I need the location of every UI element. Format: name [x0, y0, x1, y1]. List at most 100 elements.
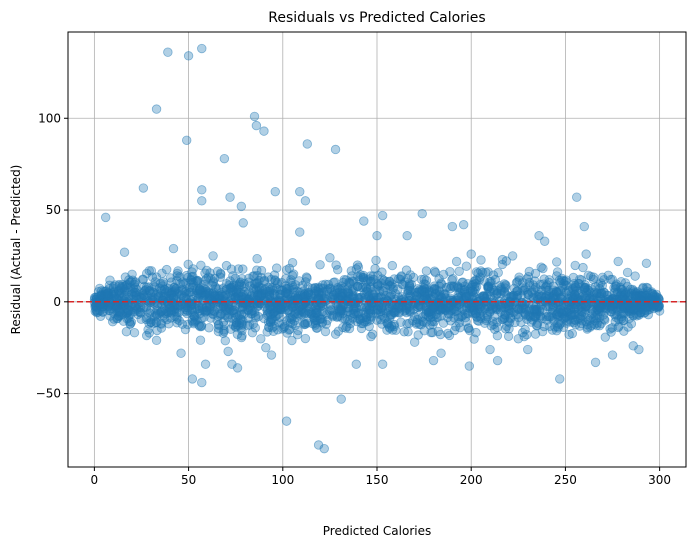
scatter-point [320, 326, 331, 337]
scatter-point [237, 274, 247, 284]
scatter-point [497, 254, 508, 265]
scatter-point [352, 281, 363, 291]
scatter-point [614, 314, 624, 325]
scatter-point [300, 277, 311, 287]
scatter-point [403, 327, 413, 337]
scatter-point [238, 218, 248, 228]
scatter-point [288, 283, 299, 293]
scatter-point [555, 374, 565, 384]
scatter-point [259, 126, 269, 136]
scatter-point [256, 334, 266, 344]
scatter-point [302, 139, 312, 149]
y-tick-label: 0 [53, 295, 61, 309]
scatter-point [648, 291, 658, 302]
scatter-point [581, 249, 591, 259]
y-tick-label: −50 [36, 387, 61, 401]
scatter-point [165, 273, 176, 283]
scatter-point [428, 304, 438, 314]
scatter-point [451, 256, 462, 267]
scatter-point [176, 290, 187, 300]
scatter-point [163, 47, 173, 57]
scatter-point [196, 320, 207, 331]
scatter-point [227, 285, 238, 295]
scatter-point [389, 307, 400, 317]
scatter-point [121, 327, 132, 337]
scatter-point [386, 289, 397, 300]
scatter-point [613, 256, 623, 267]
scatter-point [571, 315, 581, 326]
x-tick-label: 0 [91, 473, 99, 487]
scatter-point [248, 271, 258, 281]
scatter-point [176, 348, 186, 358]
scatter-point [485, 344, 495, 355]
scatter-point [572, 192, 582, 202]
scatter-point [351, 359, 361, 369]
scatter-point [272, 263, 282, 273]
scatter-point [322, 286, 332, 296]
x-tick-label: 300 [648, 473, 671, 487]
x-tick-label: 50 [181, 473, 196, 487]
scatter-point [166, 306, 177, 316]
y-axis-label: Residual (Actual - Predicted) [9, 165, 23, 335]
scatter-point [570, 260, 580, 271]
scatter-point [580, 307, 590, 318]
scatter-point [628, 286, 639, 296]
scatter-point [607, 274, 618, 285]
scatter-point [619, 326, 629, 336]
scatter-point [339, 275, 350, 285]
scatter-point [443, 302, 454, 312]
scatter-point [524, 277, 535, 288]
scatter-point [194, 284, 205, 295]
scatter-point [570, 280, 580, 291]
scatter-point [195, 335, 206, 345]
scatter-point [337, 288, 348, 298]
scatter-point [338, 322, 348, 333]
scatter-point [340, 314, 350, 324]
scatter-point [471, 308, 481, 318]
scatter-point [501, 321, 512, 331]
scatter-point [348, 308, 359, 318]
scatter-point [523, 344, 533, 355]
scatter-point [142, 313, 152, 323]
scatter-point [204, 323, 214, 333]
scatter-point [352, 260, 363, 270]
scatter-point [579, 221, 589, 232]
scatter-point [315, 260, 325, 270]
scatter-point [520, 324, 530, 335]
scatter-point [464, 361, 475, 371]
scatter-point [600, 332, 611, 342]
scatter-point [197, 185, 207, 195]
scatter-point [169, 282, 179, 293]
scatter-point [187, 374, 198, 384]
scatter-point [447, 221, 458, 232]
scatter-point [195, 309, 205, 319]
scatter-point [538, 279, 549, 289]
scatter-point [453, 295, 463, 305]
scatter-point [405, 290, 415, 300]
x-tick-label: 150 [366, 473, 389, 487]
scatter-point [405, 307, 415, 317]
scatter-point [281, 265, 292, 275]
scatter-point [300, 333, 311, 344]
scatter-point [464, 298, 474, 308]
scatter-point [500, 309, 510, 320]
scatter-point [299, 308, 310, 319]
scatter-point [438, 269, 449, 280]
scatter-point [330, 329, 341, 339]
scatter-point [445, 283, 456, 294]
scatter-point [468, 286, 478, 296]
scatter-point [433, 326, 444, 337]
scatter-point [539, 321, 549, 332]
scatter-point [218, 291, 228, 302]
scatter-point [402, 231, 412, 241]
scatter-point [312, 308, 322, 318]
scatter-point [282, 328, 292, 338]
scatter-point [275, 303, 286, 313]
scatter-point [594, 280, 604, 290]
scatter-point [147, 272, 158, 282]
scatter-point [272, 279, 283, 289]
scatter-point [336, 394, 346, 404]
scatter-point [256, 265, 267, 276]
